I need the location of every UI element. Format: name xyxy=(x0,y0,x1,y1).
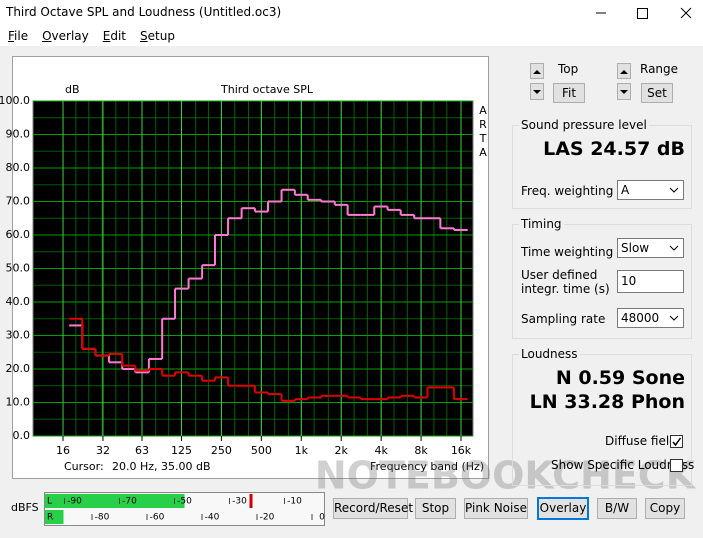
field-label: User defined integr. time (s) xyxy=(521,268,610,296)
meter-tick-label: -90 xyxy=(67,497,82,507)
x-tick-label: 500 xyxy=(251,444,272,457)
meter-peak xyxy=(249,494,253,508)
integration-input[interactable]: 10 xyxy=(617,270,684,293)
meter-level xyxy=(45,510,64,524)
y-tick-label: 30.0 xyxy=(6,329,31,342)
sampling-rate-select[interactable]: 48000 xyxy=(617,308,684,328)
meter-unit: dBFS xyxy=(11,501,39,514)
select-value: A xyxy=(621,183,630,197)
top-down[interactable] xyxy=(530,83,544,100)
select-value: Slow xyxy=(621,241,650,255)
meter-channel: R xyxy=(47,513,53,523)
x-tick-label: 16k xyxy=(451,444,472,457)
y-axis-label: dB xyxy=(65,83,80,96)
meter-tick-label: -60 xyxy=(150,513,165,523)
field-label: Time weighting xyxy=(521,245,614,259)
menu-item[interactable]: Overlay xyxy=(42,29,89,43)
window-controls[interactable] xyxy=(580,0,703,26)
y-tick-label: 90.0 xyxy=(6,128,31,141)
y-tick-label: 0.0 xyxy=(13,429,31,442)
menu-item[interactable]: File xyxy=(8,29,29,43)
phon-reading: LN 33.28 Phon xyxy=(529,391,685,413)
meter-tick-label: 0 xyxy=(319,513,325,523)
meter-tick-label: -50 xyxy=(177,497,192,507)
range-up[interactable] xyxy=(617,63,631,79)
group-title: Loudness xyxy=(519,347,580,361)
cursor-label: Cursor: xyxy=(64,460,104,473)
range-down[interactable] xyxy=(617,83,631,100)
x-tick-label: 16 xyxy=(56,444,70,457)
top-label: Top xyxy=(558,62,579,76)
specific-checkbox[interactable] xyxy=(670,459,683,472)
x-tick-label: 2k xyxy=(335,444,349,457)
timing-group: Timing Time weighting Slow User defined … xyxy=(512,217,692,339)
x-tick-label: 32 xyxy=(96,444,110,457)
checkbox-label: Diffuse field xyxy=(605,434,677,448)
top-up[interactable] xyxy=(530,63,544,79)
side-label: ARTA xyxy=(477,104,490,160)
y-tick-label: 10.0 xyxy=(6,396,31,409)
freq-weighting-select[interactable]: A xyxy=(617,180,684,200)
field-label: Freq. weighting xyxy=(521,184,614,198)
x-tick-label: 63 xyxy=(135,444,149,457)
meter-tick-label: -80 xyxy=(95,513,110,523)
button[interactable]: Stop xyxy=(415,498,456,519)
x-axis-label: Frequency band (Hz) xyxy=(370,460,484,473)
spl-reading: LAS 24.57 dB xyxy=(543,138,685,160)
window-title: Third Octave SPL and Loudness (Untitled.… xyxy=(6,5,282,19)
menu-item[interactable]: Edit xyxy=(102,29,127,43)
check-mark xyxy=(672,437,682,447)
y-tick-label: 50.0 xyxy=(6,262,31,275)
time-weighting-select[interactable]: Slow xyxy=(617,238,684,258)
x-tick-label: 1k xyxy=(295,444,309,457)
menu-item[interactable]: Setup xyxy=(140,29,175,43)
watermark: NOTEBOOKCHECK xyxy=(315,454,697,498)
y-tick-label: 40.0 xyxy=(6,295,31,308)
chart-title: Third octave SPL xyxy=(220,83,314,96)
title-bar: Third Octave SPL and Loudness (Untitled.… xyxy=(0,0,703,26)
x-tick-label: 250 xyxy=(211,444,232,457)
button[interactable]: Copy xyxy=(645,498,685,519)
x-tick-label: 8k xyxy=(414,444,428,457)
meter-tick-label: -40 xyxy=(205,513,220,523)
button[interactable]: Record/Reset xyxy=(333,498,413,519)
meter-tick-label: -10 xyxy=(287,497,302,507)
set-button[interactable]: Set xyxy=(641,83,673,103)
button[interactable]: Overlay xyxy=(537,497,589,520)
cursor-value: 20.0 Hz, 35.00 dB xyxy=(112,460,211,473)
sone-reading: N 0.59 Sone xyxy=(555,367,685,389)
meter-level xyxy=(45,494,185,508)
button[interactable]: B/W xyxy=(597,498,637,519)
x-tick-label: 4k xyxy=(374,444,388,457)
range-label: Range xyxy=(640,62,679,76)
menu-bar: File Overlay Edit Setup xyxy=(0,26,703,46)
group-title: Timing xyxy=(519,217,564,231)
meter-tick-label: -20 xyxy=(260,513,275,523)
y-tick-label: 60.0 xyxy=(6,228,31,241)
button[interactable]: Pink Noise xyxy=(464,498,528,519)
fit-button[interactable]: Fit xyxy=(553,83,585,103)
meter-tick-label: -70 xyxy=(122,497,137,507)
select-value: 48000 xyxy=(621,311,660,325)
spl-group: Sound pressure level LAS 24.57 dB Freq. … xyxy=(512,118,692,209)
group-title: Sound pressure level xyxy=(519,118,649,132)
checkbox-label: Show Specific Loudness xyxy=(551,458,695,472)
diffuse-checkbox[interactable] xyxy=(670,435,683,448)
field-label: Sampling rate xyxy=(521,312,606,326)
meter-tick-label: -30 xyxy=(232,497,247,507)
y-tick-label: 100.0 xyxy=(0,94,30,107)
y-tick-label: 20.0 xyxy=(6,362,31,375)
loudness-group: Loudness N 0.59 Sone LN 33.28 Phon Diffu… xyxy=(512,347,695,486)
x-tick-label: 125 xyxy=(171,444,192,457)
meter-channel: L xyxy=(47,497,52,507)
y-tick-label: 80.0 xyxy=(6,161,31,174)
y-tick-label: 70.0 xyxy=(6,195,31,208)
